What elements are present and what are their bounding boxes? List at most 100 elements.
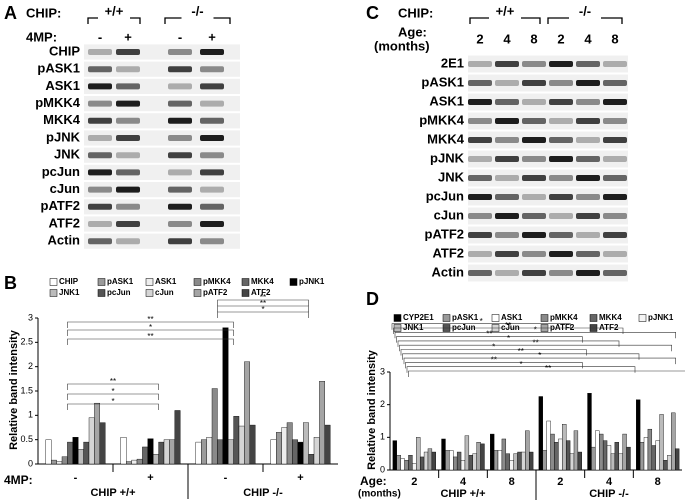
blot-band [88,203,112,210]
significance-bracket [402,353,640,360]
x-tick-label: 4 [606,476,613,488]
bar [319,381,325,465]
lane-label: 8 [611,31,618,46]
y-tick-label: 2 [380,399,385,409]
bar [324,424,331,465]
blot-band [576,175,600,181]
bar [675,448,680,471]
blot-band [168,117,192,124]
blot-band [576,118,600,124]
bar [587,393,592,471]
blot-strip [84,199,240,215]
significance-bracket [391,323,571,330]
blot-band [200,83,224,90]
blot-band [603,61,627,67]
legend-swatch [442,314,451,322]
bar [558,438,563,471]
significance-label: ** [260,293,266,302]
significance-bracket [67,321,234,328]
bar [56,461,63,465]
bar [227,439,234,465]
bar [244,361,250,465]
blot-band [200,169,224,176]
bar [610,453,616,471]
bar [125,461,132,465]
bar [217,439,223,465]
blot-strip [468,264,628,282]
bar [297,441,304,465]
blot-band [576,137,600,143]
blot-band [495,118,519,124]
legend-label: CHIP [59,277,79,286]
blot-band [522,118,546,124]
lane-label: 4 [503,31,511,46]
row-label: JNK [54,147,81,162]
bar [88,417,95,465]
bar [392,440,397,471]
x-axis-unit: (months) [358,489,401,500]
row-label: ATF2 [48,215,80,230]
genotype-bracket [164,17,231,24]
blot-strip [84,78,240,94]
blot-band [603,251,627,257]
bar [286,422,293,465]
bar [453,456,458,471]
bar [505,453,510,471]
bar [591,446,596,471]
lane-label: 2 [476,31,483,46]
group-label: CHIP +/+ [440,488,485,500]
panel-label: A [4,3,17,23]
significance-label: ** [486,330,492,339]
blot-band [495,99,519,105]
bar [163,439,170,465]
legend-label: MKK4 [599,313,622,322]
blot-band [116,203,140,210]
blot-strip [84,216,240,232]
y-tick-label: 2.5 [20,337,33,347]
bar [472,453,477,471]
blot-band [603,80,627,86]
lane-label: 8 [530,31,537,46]
blot-band [168,238,192,245]
group-label: CHIP -/- [589,488,629,500]
blot-band [88,83,112,90]
blot-band [522,61,546,67]
legend-label: pJNK1 [648,313,674,322]
blot-band [549,194,573,200]
legend-label: pcJun [452,323,476,332]
blot-strip [84,182,240,198]
row-label: cJun [50,181,80,196]
row-label: pJNK [46,129,81,144]
legend-swatch [393,314,402,322]
significance-bracket [67,393,159,400]
blot-band [468,137,492,143]
bar [281,427,288,465]
y-axis-label: Relative band intensity [8,329,20,450]
significance-label: * [507,334,510,343]
blot-band [549,61,573,67]
blot-band [168,221,192,227]
legend-label: ATF2 [251,288,271,297]
blot-band [88,66,112,73]
blot-band [468,118,492,124]
bar [554,442,559,471]
blot-band [603,156,627,162]
bar [169,439,175,465]
blot-band [495,270,519,276]
legend-swatch [491,314,500,322]
significance-label: ** [110,377,116,386]
legend-label: cJun [155,288,174,297]
bar [562,424,567,471]
bar [416,437,421,471]
significance-label: ** [545,364,551,373]
legend-label: ASK1 [501,313,523,322]
bar [493,450,499,471]
blot-band [116,221,140,227]
bar [445,450,450,471]
bar [599,433,604,471]
bar [626,446,631,471]
blot-strip [84,113,240,129]
y-tick-label: 3 [380,366,385,376]
blot-strip [84,130,240,146]
bar [651,445,656,471]
